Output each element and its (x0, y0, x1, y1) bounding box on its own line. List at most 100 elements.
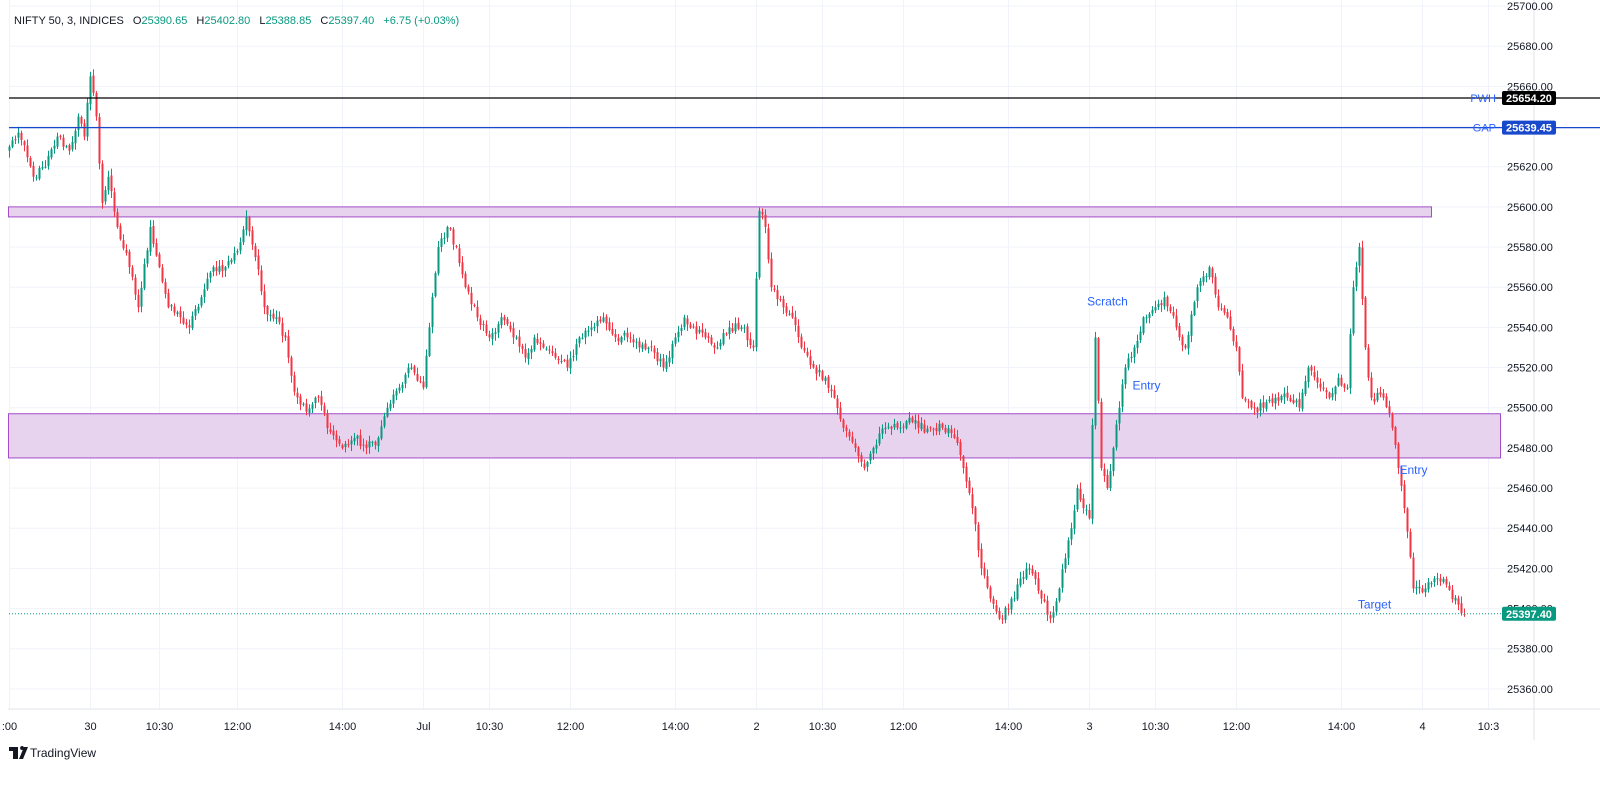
candle[interactable] (581, 333, 584, 340)
candle[interactable] (1304, 375, 1307, 397)
candle[interactable] (1292, 394, 1295, 405)
candle[interactable] (290, 355, 293, 383)
candle[interactable] (668, 350, 671, 367)
candle[interactable] (413, 364, 416, 376)
candle[interactable] (1421, 584, 1424, 594)
candle[interactable] (440, 233, 443, 252)
candle[interactable] (758, 207, 761, 280)
candle[interactable] (1139, 326, 1142, 344)
candle[interactable] (566, 354, 569, 372)
candle[interactable] (404, 372, 407, 389)
candle[interactable] (494, 327, 497, 341)
candle[interactable] (983, 562, 986, 579)
candle[interactable] (149, 220, 152, 256)
candle[interactable] (572, 349, 575, 362)
candle[interactable] (89, 71, 92, 111)
candle[interactable] (1163, 291, 1166, 310)
candle[interactable] (710, 334, 713, 346)
candle[interactable] (11, 136, 14, 149)
candle[interactable] (56, 132, 59, 149)
candle[interactable] (929, 426, 932, 432)
candle[interactable] (125, 244, 128, 256)
candle[interactable] (851, 431, 854, 444)
candle[interactable] (1229, 310, 1232, 331)
candle[interactable] (347, 439, 350, 448)
candle[interactable] (71, 136, 74, 152)
candle[interactable] (590, 320, 593, 337)
candle[interactable] (779, 295, 782, 302)
candle[interactable] (131, 265, 134, 281)
candle[interactable] (1112, 446, 1115, 477)
candle[interactable] (533, 334, 536, 352)
candle[interactable] (842, 418, 845, 433)
candle[interactable] (428, 322, 431, 358)
candle[interactable] (1253, 402, 1256, 415)
candle[interactable] (389, 399, 392, 412)
candle[interactable] (236, 248, 239, 256)
candle[interactable] (473, 303, 476, 308)
candle[interactable] (1244, 396, 1247, 403)
candle[interactable] (167, 288, 170, 309)
candle[interactable] (263, 284, 266, 315)
candle[interactable] (203, 283, 206, 304)
candle[interactable] (860, 452, 863, 467)
candle[interactable] (746, 323, 749, 348)
candle[interactable] (1358, 242, 1361, 273)
candle[interactable] (68, 143, 71, 155)
candle[interactable] (578, 336, 581, 348)
candle[interactable] (392, 389, 395, 409)
candle[interactable] (164, 278, 167, 299)
candle[interactable] (503, 314, 506, 326)
candle[interactable] (173, 303, 176, 316)
candle[interactable] (974, 505, 977, 532)
candle[interactable] (377, 436, 380, 452)
candle[interactable] (698, 326, 701, 335)
candle[interactable] (113, 187, 116, 217)
candle[interactable] (653, 345, 656, 359)
candle[interactable] (284, 331, 287, 342)
candle[interactable] (1319, 378, 1322, 392)
candle[interactable] (1298, 392, 1301, 412)
candle[interactable] (341, 443, 344, 450)
candle[interactable] (671, 340, 674, 365)
candle[interactable] (224, 266, 227, 277)
candle[interactable] (692, 323, 695, 329)
candle[interactable] (641, 342, 644, 353)
candle[interactable] (407, 363, 410, 378)
candle[interactable] (1049, 611, 1052, 624)
candle[interactable] (560, 354, 563, 364)
candle[interactable] (716, 341, 719, 350)
candle[interactable] (296, 387, 299, 404)
candle[interactable] (1037, 572, 1040, 594)
candle[interactable] (299, 393, 302, 411)
candle[interactable] (776, 285, 779, 307)
candle[interactable] (1034, 570, 1037, 585)
candle[interactable] (1448, 581, 1451, 591)
candle[interactable] (1301, 388, 1304, 412)
candle[interactable] (722, 329, 725, 346)
candle[interactable] (980, 543, 983, 576)
candle[interactable] (791, 306, 794, 319)
candle[interactable] (968, 477, 971, 496)
candle[interactable] (1391, 412, 1394, 431)
candle[interactable] (1193, 300, 1196, 317)
candle[interactable] (1016, 578, 1019, 601)
candle[interactable] (740, 325, 743, 332)
candle[interactable] (38, 165, 41, 181)
candle[interactable] (209, 271, 212, 283)
candle[interactable] (1286, 385, 1289, 401)
candle[interactable] (575, 338, 578, 361)
candle[interactable] (1256, 406, 1259, 419)
candle[interactable] (881, 424, 884, 440)
candle[interactable] (44, 160, 47, 169)
candle[interactable] (251, 226, 254, 250)
candle[interactable] (272, 308, 275, 322)
candle[interactable] (911, 415, 914, 424)
candle[interactable] (908, 412, 911, 425)
candle[interactable] (1424, 583, 1427, 597)
candle[interactable] (1403, 480, 1406, 514)
candle[interactable] (1274, 393, 1277, 410)
candle[interactable] (1031, 565, 1034, 576)
candle[interactable] (887, 422, 890, 430)
candle[interactable] (1178, 322, 1181, 341)
